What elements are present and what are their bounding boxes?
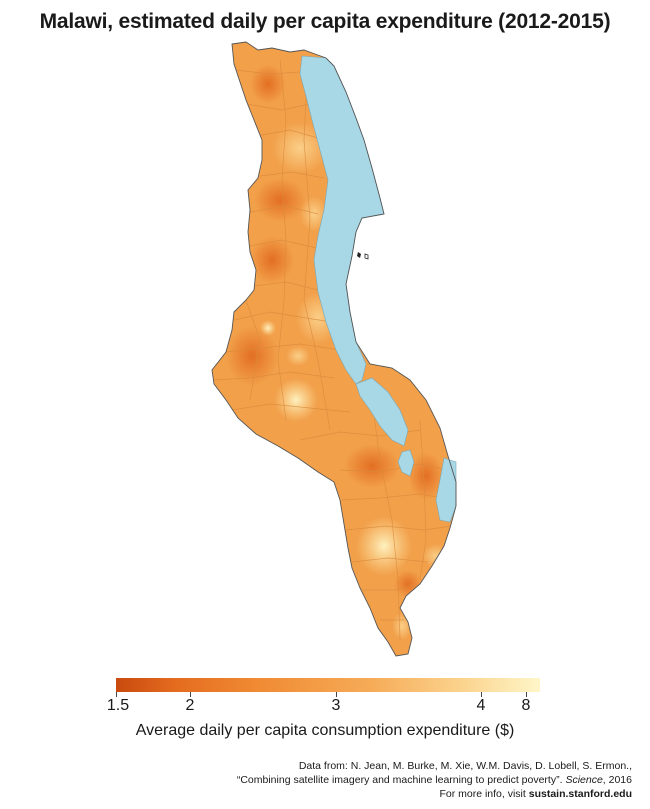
legend-tick-label: 3 bbox=[331, 697, 341, 714]
credit-authors: Data from: N. Jean, M. Burke, M. Xie, W.… bbox=[298, 760, 632, 772]
legend-tick-mark bbox=[481, 692, 482, 697]
region-highlight bbox=[286, 346, 310, 366]
credit-year: , 2016 bbox=[602, 774, 632, 786]
credit-paper-title: “Combining satellite imagery and machine… bbox=[236, 774, 563, 786]
region-shade bbox=[250, 64, 286, 104]
region-shade bbox=[344, 444, 400, 488]
lake-malombe-upper-shire bbox=[355, 377, 409, 447]
legend-tick-mark bbox=[526, 692, 527, 697]
legend-tick-label: 1.5 bbox=[106, 697, 130, 714]
legend-tick-label: 4 bbox=[476, 697, 486, 714]
credit-journal: Science bbox=[565, 774, 603, 786]
credit-citation: “Combining satellite imagery and machine… bbox=[72, 774, 632, 786]
region-shade bbox=[250, 236, 294, 284]
legend-title: Average daily per capita consumption exp… bbox=[135, 722, 515, 739]
city-lilongwe bbox=[274, 378, 318, 422]
legend-tick-mark bbox=[116, 692, 117, 697]
legend-tick-label: 8 bbox=[521, 697, 531, 714]
district-boundaries bbox=[213, 59, 455, 641]
credit-more-info-prefix: For more info, visit bbox=[439, 788, 526, 800]
chizumulu-island bbox=[364, 253, 369, 260]
lake-chilwa bbox=[435, 457, 457, 523]
region-highlight bbox=[272, 122, 328, 174]
city-blantyre bbox=[356, 516, 412, 576]
legend-tick-mark bbox=[190, 692, 191, 697]
region-shade bbox=[226, 326, 278, 386]
likoma-island bbox=[357, 252, 361, 258]
color-scale-bar bbox=[116, 678, 540, 692]
region-shade bbox=[408, 452, 444, 500]
credit-more-info: For more info, visit sustain.stanford.ed… bbox=[72, 788, 632, 800]
legend-tick-mark bbox=[336, 692, 337, 697]
lake-malombe bbox=[397, 449, 415, 477]
map-title: Malawi, estimated daily per capita expen… bbox=[39, 10, 611, 33]
legend-tick-label: 2 bbox=[185, 697, 195, 714]
region-highlight bbox=[422, 544, 450, 568]
credit-website-link[interactable]: sustain.stanford.edu bbox=[528, 788, 632, 800]
region-shade bbox=[254, 178, 306, 222]
